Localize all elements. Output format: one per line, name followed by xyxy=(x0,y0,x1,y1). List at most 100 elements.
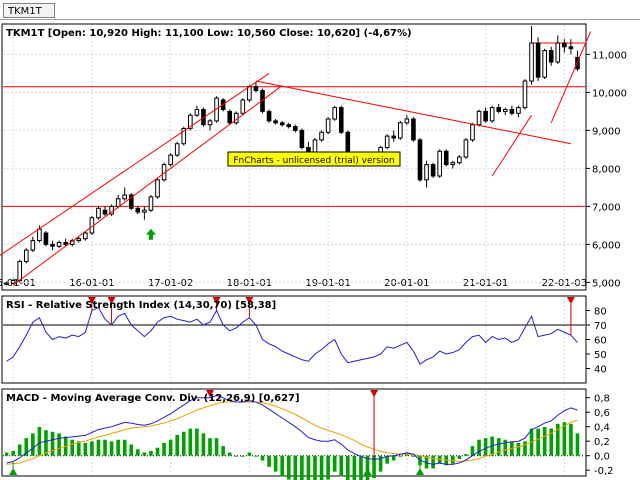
candle-body xyxy=(489,107,495,122)
macd-histogram-bar xyxy=(175,434,180,456)
buy-arrow-icon xyxy=(145,228,156,240)
x-tick-label: 20-01-01 xyxy=(384,278,429,289)
sell-arrow-icon xyxy=(206,390,215,397)
candle-body xyxy=(181,128,187,145)
tab-tkm1t[interactable]: TKM1T xyxy=(3,3,55,18)
macd-histogram-bar xyxy=(234,455,239,457)
candle-body xyxy=(266,110,272,122)
candle-body xyxy=(562,42,567,48)
candle-body xyxy=(142,209,147,213)
candle-body xyxy=(437,150,442,177)
candle-body xyxy=(404,118,410,124)
candle-body xyxy=(17,261,23,281)
macd-histogram-bar xyxy=(208,438,212,456)
buy-arrow-icon xyxy=(415,468,424,475)
candle-body xyxy=(463,139,469,158)
candle-body xyxy=(30,240,36,251)
macd-histogram-bar xyxy=(76,441,81,456)
y-tick-label: 10,000 xyxy=(592,88,627,99)
candle-body xyxy=(207,120,213,126)
y-tick-label: 8,000 xyxy=(592,164,621,175)
candle-body xyxy=(424,164,429,181)
macd-histogram-bar xyxy=(391,455,396,461)
candle-body xyxy=(115,198,121,207)
trend-line xyxy=(0,72,270,256)
macd-histogram-bar xyxy=(464,454,468,456)
candle-body xyxy=(293,126,298,131)
rsi-y-tick-label: 40 xyxy=(594,365,607,376)
candle-body xyxy=(102,209,108,215)
macd-histogram-bar xyxy=(490,436,494,456)
candle-body xyxy=(568,46,574,50)
macd-histogram-bar xyxy=(37,426,42,456)
candle-body xyxy=(319,131,324,141)
candle-body xyxy=(155,179,160,198)
candle-body xyxy=(279,122,285,126)
x-tick-label: 21-01-01 xyxy=(463,278,508,289)
macd-y-tick-label: 0,6 xyxy=(594,408,610,419)
candle-body xyxy=(83,232,88,240)
macd-histogram-bar xyxy=(346,455,350,480)
y-tick-label: 9,000 xyxy=(592,126,621,137)
tab-bar: TKM1T xyxy=(0,0,640,22)
candle-body xyxy=(535,42,541,78)
candle-body xyxy=(542,50,547,78)
candle-body xyxy=(227,110,232,124)
rsi-title: RSI - Relative Strength Index (14,30,70)… xyxy=(6,300,276,311)
macd-histogram-bar xyxy=(17,444,22,456)
macd-histogram-bar xyxy=(300,455,304,480)
candle-body xyxy=(168,154,173,166)
macd-histogram-bar xyxy=(11,450,15,456)
candle-body xyxy=(4,282,9,285)
macd-title: MACD - Moving Average Conv. Div. (12,26,… xyxy=(6,393,300,404)
candle-body xyxy=(286,124,292,128)
macd-histogram-bar xyxy=(286,455,291,480)
macd-histogram-bar xyxy=(109,441,114,456)
macd-histogram-bar xyxy=(168,439,173,456)
candle-body xyxy=(417,139,423,181)
y-tick-label: 5,000 xyxy=(592,278,621,289)
macd-histogram-bar xyxy=(254,455,258,457)
trend-line xyxy=(550,31,592,123)
macd-histogram-bar xyxy=(149,450,153,456)
candle-body xyxy=(233,112,239,124)
sell-arrow-icon xyxy=(212,297,221,304)
macd-histogram-bar xyxy=(575,433,580,456)
candle-body xyxy=(299,129,305,148)
macd-histogram-bar xyxy=(516,442,521,456)
candle-body xyxy=(10,280,16,284)
macd-histogram-bar xyxy=(241,455,245,457)
candle-body xyxy=(76,238,82,242)
candle-body xyxy=(496,107,502,112)
candle-body xyxy=(43,232,49,245)
trend-line xyxy=(12,85,283,286)
rsi-y-tick-label: 80 xyxy=(594,307,607,318)
macd-histogram-bar xyxy=(129,444,134,456)
macd-histogram-bar xyxy=(227,452,232,456)
candle-body xyxy=(247,86,252,101)
trend-line xyxy=(255,80,572,145)
candle-body xyxy=(476,110,482,126)
candle-body xyxy=(430,164,436,177)
candle-body xyxy=(332,107,337,120)
macd-histogram-bar xyxy=(411,455,416,457)
candle-body xyxy=(450,162,456,166)
candle-body xyxy=(135,207,141,213)
macd-histogram-bar xyxy=(503,439,508,456)
macd-histogram-bar xyxy=(280,455,284,477)
tab-divider xyxy=(0,19,640,20)
macd-histogram-bar xyxy=(83,442,88,456)
x-tick-label: 22-01-03 xyxy=(542,278,587,289)
macd-histogram-bar xyxy=(103,439,107,456)
x-tick-label: 17-01-02 xyxy=(148,278,193,289)
macd-histogram-bar xyxy=(326,455,330,480)
candle-body xyxy=(253,86,259,91)
macd-histogram-bar xyxy=(136,449,140,456)
macd-histogram-bar xyxy=(431,455,435,469)
candle-body xyxy=(516,107,521,114)
buy-arrow-icon xyxy=(363,468,372,475)
rsi-y-tick-label: 60 xyxy=(594,336,607,347)
candle-body xyxy=(214,97,219,122)
sell-arrow-icon xyxy=(566,297,575,304)
